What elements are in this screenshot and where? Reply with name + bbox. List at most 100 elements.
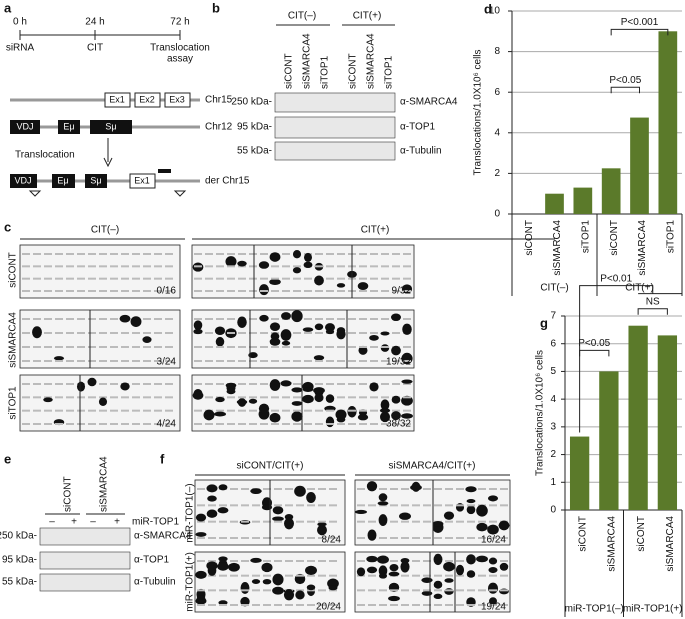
- group: CIT(–): [91, 225, 119, 236]
- band: [66, 332, 74, 334]
- y-tick-label: 6: [550, 338, 556, 349]
- band: [260, 396, 268, 399]
- band: [478, 537, 486, 539]
- band: [281, 340, 291, 346]
- band: [488, 557, 498, 565]
- band: [165, 265, 173, 268]
- band: [219, 574, 227, 577]
- band: [238, 396, 246, 399]
- band: [227, 265, 235, 268]
- annotation: P<0.001: [621, 17, 659, 28]
- band: [227, 360, 235, 362]
- band: [252, 574, 260, 577]
- band: [403, 277, 411, 280]
- band: [379, 408, 391, 413]
- band: [282, 409, 290, 412]
- band: [465, 486, 477, 493]
- band: [274, 604, 282, 606]
- band: [489, 537, 497, 539]
- band: [293, 332, 301, 334]
- band: [390, 604, 398, 606]
- band: [121, 423, 129, 425]
- band: [325, 394, 335, 403]
- size: 95 kDa-: [237, 122, 272, 133]
- band: [165, 409, 173, 412]
- band: [379, 411, 391, 423]
- band: [359, 360, 367, 362]
- band: [326, 360, 334, 362]
- band: [66, 423, 74, 425]
- band: [466, 554, 476, 565]
- band: [500, 488, 508, 490]
- band: [154, 383, 162, 385]
- band: [412, 520, 420, 523]
- bracket: [610, 28, 669, 36]
- band: [359, 383, 367, 385]
- band: [487, 524, 499, 535]
- band: [318, 589, 326, 592]
- band: [121, 253, 129, 255]
- count: 38/32: [386, 419, 411, 430]
- band: [205, 290, 213, 292]
- band: [391, 313, 401, 322]
- band: [356, 567, 366, 577]
- band: [227, 290, 235, 292]
- band: [274, 520, 282, 523]
- x-tick-label: siTOP1: [665, 220, 676, 254]
- band: [194, 423, 202, 425]
- band: [370, 265, 378, 268]
- band: [237, 316, 247, 328]
- band: [120, 382, 130, 391]
- band: [33, 396, 41, 399]
- band: [77, 360, 85, 362]
- band: [241, 574, 249, 577]
- band: [260, 360, 268, 362]
- band: [227, 396, 235, 399]
- band: [272, 586, 284, 595]
- band: [272, 573, 284, 586]
- band: [121, 277, 129, 280]
- gel: [191, 244, 415, 299]
- band: [401, 537, 409, 539]
- band: [252, 520, 260, 523]
- band: [165, 423, 173, 425]
- band: [348, 396, 356, 399]
- band: [348, 346, 356, 348]
- sign: +: [114, 517, 120, 528]
- band: [326, 265, 334, 268]
- band: [378, 514, 388, 526]
- band: [381, 277, 389, 280]
- band: [391, 345, 401, 356]
- band: [154, 290, 162, 292]
- band: [22, 360, 30, 362]
- band: [206, 509, 218, 518]
- band: [227, 318, 235, 320]
- band: [318, 504, 326, 507]
- band: [132, 346, 140, 348]
- band: [368, 520, 376, 523]
- band: [88, 290, 96, 292]
- band: [22, 383, 30, 385]
- band: [227, 277, 235, 280]
- band: [258, 261, 270, 269]
- panel-label: a: [4, 0, 12, 15]
- band: [380, 331, 390, 336]
- band: [238, 360, 246, 362]
- band: [367, 529, 377, 541]
- band: [355, 509, 367, 515]
- band: [22, 290, 30, 292]
- exon: [134, 92, 161, 108]
- band: [219, 520, 227, 523]
- band: [500, 604, 508, 606]
- group: siSMARCA4/CIT(+): [389, 461, 476, 472]
- band: [302, 327, 314, 332]
- band: [291, 401, 303, 406]
- band: [293, 360, 301, 362]
- band: [337, 253, 345, 255]
- band: [434, 604, 442, 606]
- bracket: [637, 308, 668, 315]
- band: [206, 484, 218, 493]
- band: [392, 253, 400, 255]
- band: [132, 290, 140, 292]
- blot: [274, 141, 396, 161]
